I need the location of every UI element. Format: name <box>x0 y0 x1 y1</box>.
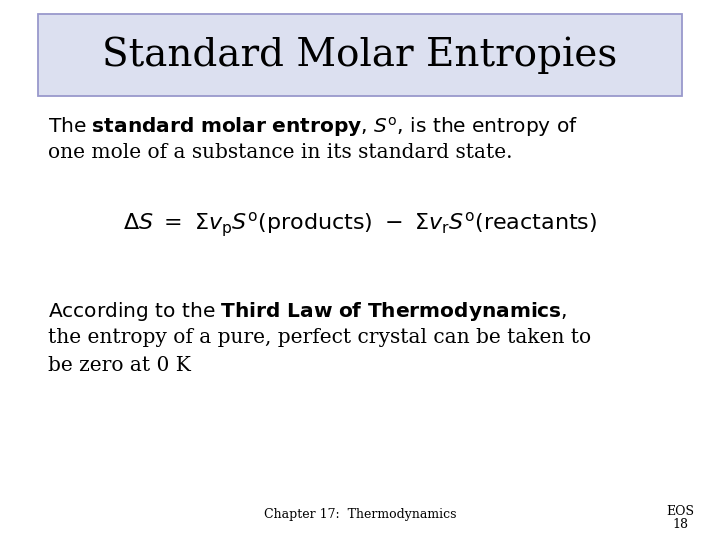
Text: $\Delta \mathit{S}\ =\ \Sigma \mathit{v}_{\mathrm{p}}\mathit{S}^{\mathrm{o}}\mat: $\Delta \mathit{S}\ =\ \Sigma \mathit{v}… <box>123 210 597 239</box>
FancyBboxPatch shape <box>38 14 682 96</box>
Text: EOS: EOS <box>666 505 694 518</box>
Text: 18: 18 <box>672 518 688 531</box>
Text: According to the $\mathbf{Third\ Law\ of\ Thermodynamics}$,: According to the $\mathbf{Third\ Law\ of… <box>48 300 567 323</box>
Text: one mole of a substance in its standard state.: one mole of a substance in its standard … <box>48 143 513 162</box>
Text: the entropy of a pure, perfect crystal can be taken to: the entropy of a pure, perfect crystal c… <box>48 328 591 347</box>
Text: Standard Molar Entropies: Standard Molar Entropies <box>102 36 618 74</box>
Text: The $\mathbf{standard\ molar\ entropy}$, $\mathit{S}^{\mathrm{o}}$, is the entro: The $\mathbf{standard\ molar\ entropy}$,… <box>48 115 578 139</box>
Text: Chapter 17:  Thermodynamics: Chapter 17: Thermodynamics <box>264 508 456 521</box>
Text: be zero at 0 K: be zero at 0 K <box>48 356 191 375</box>
